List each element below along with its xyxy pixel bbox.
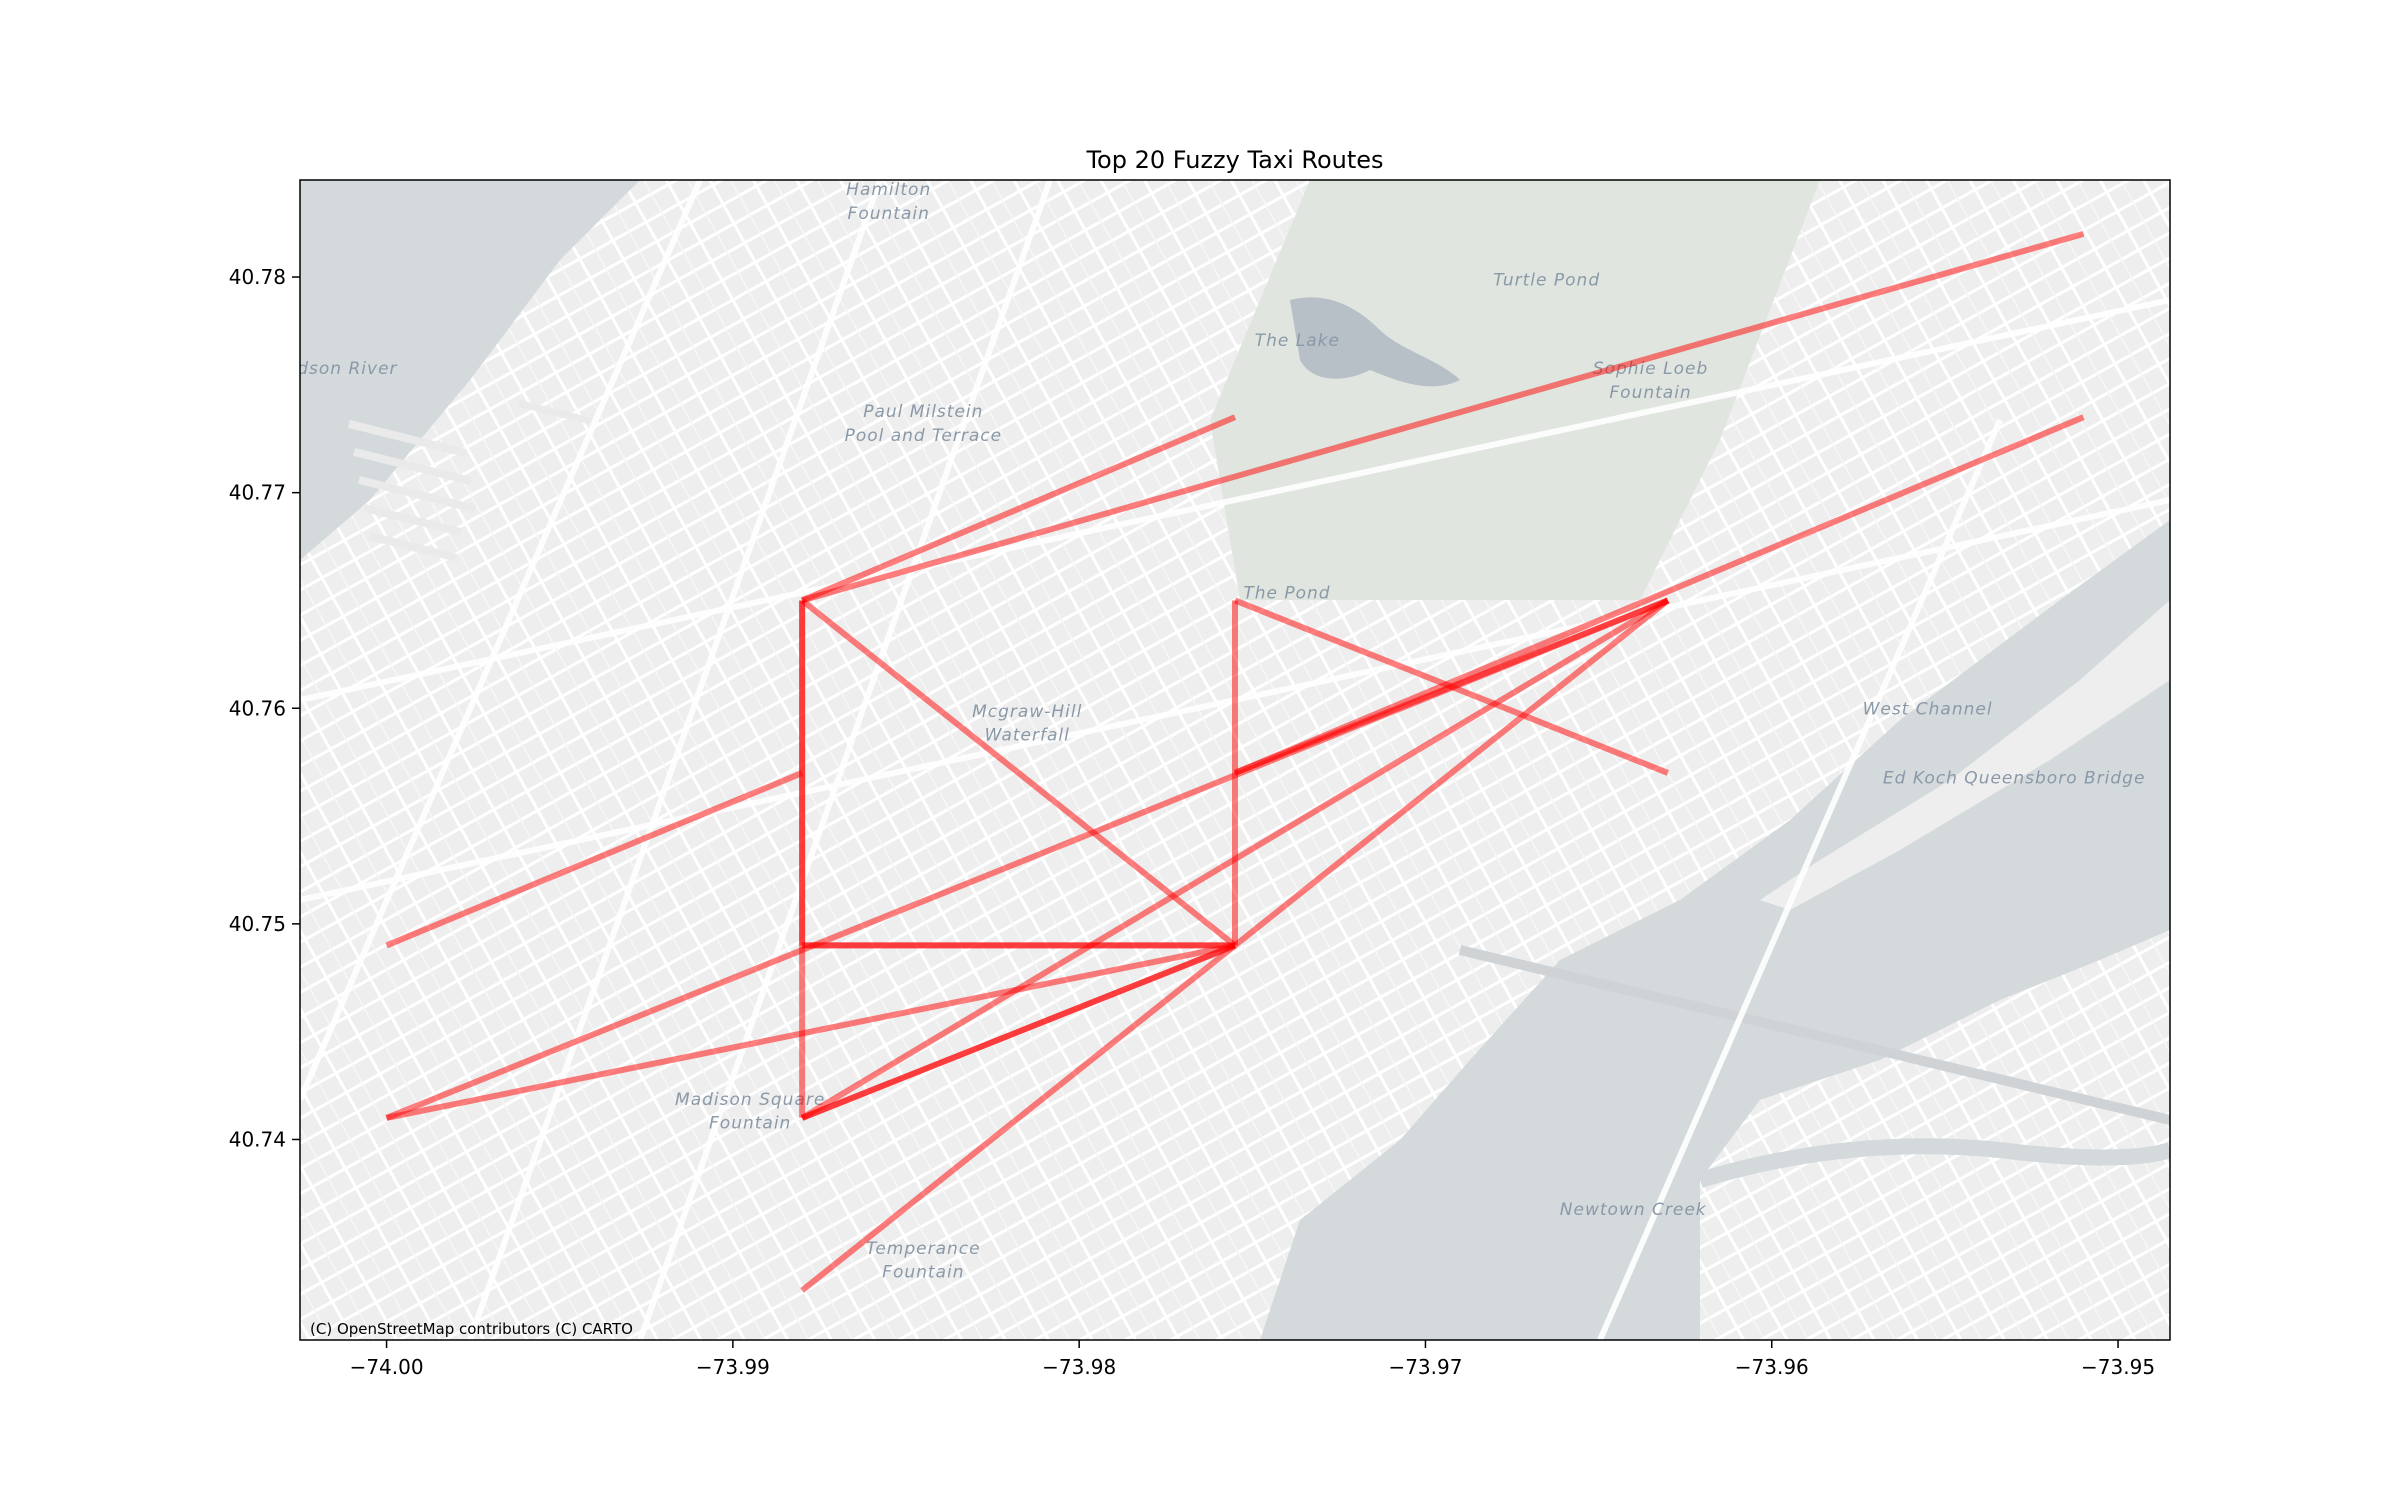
x-tick-label: −73.95 [2081,1355,2155,1379]
map-place-label: Pool and Terrace [845,426,1003,446]
the-lake [1290,297,1460,387]
map-place-label: The Pond [1243,583,1330,603]
x-tick-label: −73.99 [696,1355,770,1379]
map-place-label: Fountain [1609,383,1691,403]
route-line-5 [800,598,1237,948]
map-place-label: Fountain [709,1114,791,1134]
map-place-label: Temperance [866,1239,981,1259]
y-tick-label: 40.78 [229,265,286,289]
map-place-label: Hudson River [272,359,398,379]
y-tick-label: 40.74 [229,1127,286,1151]
map-place-label: Madison Square [675,1090,825,1110]
route-line-16 [1233,598,1670,948]
x-axis: −74.00 −73.99 −73.98 −73.97 −73.96 −73.95 [350,1340,2155,1379]
route-line-15 [800,943,1237,1293]
route-lines [385,231,2085,1293]
chart-title: Top 20 Fuzzy Taxi Routes [1085,146,1383,174]
map-place-label: Fountain [848,204,930,224]
queens-area [1700,930,2170,1340]
route-line-9 [385,770,804,949]
hudson-river [300,180,640,560]
piers [348,399,598,562]
queensboro-bridge [1458,945,2170,1125]
route-line-11 [385,942,1236,1121]
central-park [1210,180,1820,600]
map-place-label: The Lake [1255,331,1340,351]
map-place-label: Ed Koch Queensboro Bridge [1883,769,2146,789]
map-place-label: Newtown Creek [1560,1200,1707,1220]
map-place-label: Waterfall [985,726,1070,746]
y-tick-label: 40.76 [229,696,286,720]
map-place-label: Paul Milstein [863,402,983,422]
newtown-creek [1697,1138,2170,1188]
x-tick-label: −73.98 [1042,1355,1116,1379]
map-place-label: Hamilton [846,180,931,200]
map-place-label: Fountain [882,1262,964,1282]
map-place-label: Turtle Pond [1493,271,1600,291]
route-line-20 [1233,414,2085,776]
map-attribution: (C) OpenStreetMap contributors (C) CARTO [310,1320,633,1338]
x-tick-label: −74.00 [350,1355,424,1379]
y-tick-label: 40.77 [229,481,286,505]
map-place-label: West Channel [1863,700,1993,720]
y-tick-label: 40.75 [229,912,286,936]
route-line-13 [801,942,1237,1121]
y-axis: 40.74 40.75 40.76 40.77 40.78 [229,265,300,1151]
route-line-1 [801,231,2085,604]
x-tick-label: −73.97 [1388,1355,1462,1379]
map-place-label: Mcgraw-Hill [972,702,1082,722]
x-tick-label: −73.96 [1735,1355,1809,1379]
east-river [1260,520,2170,1340]
plot-frame [299,179,2171,1341]
route-line-2 [800,414,1237,604]
